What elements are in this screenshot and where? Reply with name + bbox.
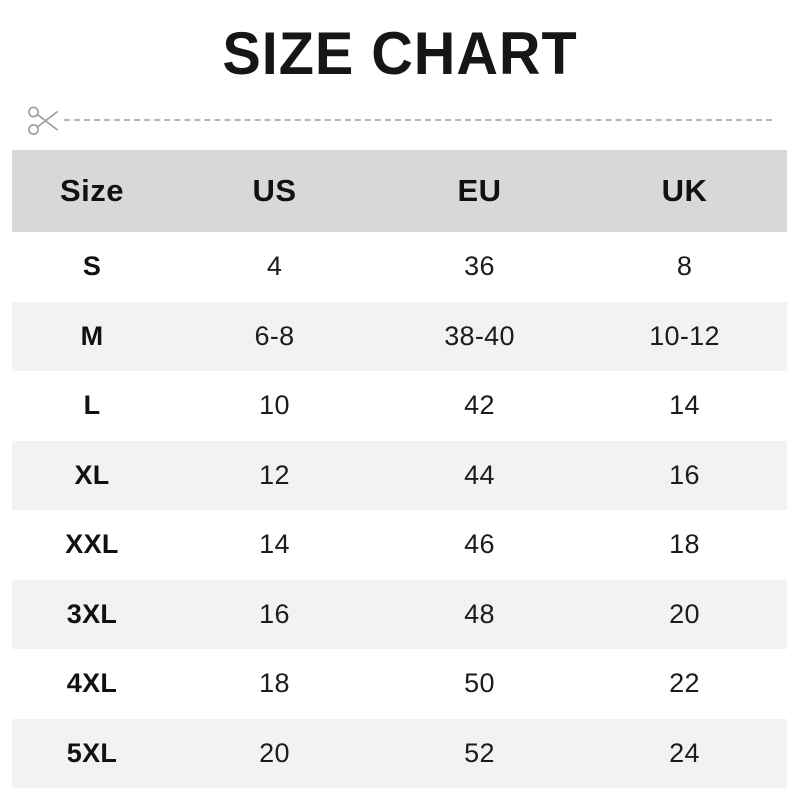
- cell-us: 12: [172, 440, 377, 510]
- table-row: L 10 42 14: [12, 371, 787, 441]
- cell-uk: 22: [582, 649, 787, 719]
- column-header-eu: EU: [377, 150, 582, 232]
- table-row: 3XL 16 48 20: [12, 579, 787, 649]
- table-row: XXL 14 46 18: [12, 510, 787, 580]
- cell-eu: 38-40: [377, 301, 582, 371]
- page-title: SIZE CHART: [222, 20, 578, 87]
- cell-uk: 20: [582, 579, 787, 649]
- table-header-row: Size US EU UK: [12, 150, 787, 232]
- cell-eu: 42: [377, 371, 582, 441]
- table-header: Size US EU UK: [12, 150, 787, 232]
- cell-us: 18: [172, 649, 377, 719]
- column-header-uk: UK: [582, 150, 787, 232]
- table-row: M 6-8 38-40 10-12: [12, 301, 787, 371]
- cell-eu: 46: [377, 510, 582, 580]
- cell-us: 6-8: [172, 301, 377, 371]
- cell-eu: 50: [377, 649, 582, 719]
- cell-eu: 48: [377, 579, 582, 649]
- cell-size: 3XL: [12, 579, 172, 649]
- table-body: S 4 36 8 M 6-8 38-40 10-12 L 10 42 14 XL…: [12, 232, 787, 788]
- table-row: S 4 36 8: [12, 232, 787, 302]
- cell-uk: 16: [582, 440, 787, 510]
- cell-eu: 44: [377, 440, 582, 510]
- cell-size: XXL: [12, 510, 172, 580]
- cell-uk: 24: [582, 718, 787, 788]
- cut-line: [26, 104, 774, 138]
- size-chart-table: Size US EU UK S 4 36 8 M 6-8 38-40 10-12…: [12, 150, 787, 788]
- column-header-size: Size: [12, 150, 172, 232]
- page-title-container: SIZE CHART: [0, 22, 800, 86]
- cell-us: 20: [172, 718, 377, 788]
- table-row: XL 12 44 16: [12, 440, 787, 510]
- dashed-cut-line: [64, 119, 772, 121]
- table-row: 5XL 20 52 24: [12, 718, 787, 788]
- table-row: 4XL 18 50 22: [12, 649, 787, 719]
- cell-uk: 8: [582, 232, 787, 302]
- cell-size: L: [12, 371, 172, 441]
- cell-size: S: [12, 232, 172, 302]
- cell-eu: 36: [377, 232, 582, 302]
- cell-uk: 10-12: [582, 301, 787, 371]
- cell-size: XL: [12, 440, 172, 510]
- cell-us: 14: [172, 510, 377, 580]
- cell-eu: 52: [377, 718, 582, 788]
- cell-us: 10: [172, 371, 377, 441]
- cell-us: 4: [172, 232, 377, 302]
- cell-size: M: [12, 301, 172, 371]
- scissors-icon: [26, 104, 62, 138]
- cell-size: 5XL: [12, 718, 172, 788]
- cell-size: 4XL: [12, 649, 172, 719]
- cell-us: 16: [172, 579, 377, 649]
- column-header-us: US: [172, 150, 377, 232]
- cell-uk: 14: [582, 371, 787, 441]
- cell-uk: 18: [582, 510, 787, 580]
